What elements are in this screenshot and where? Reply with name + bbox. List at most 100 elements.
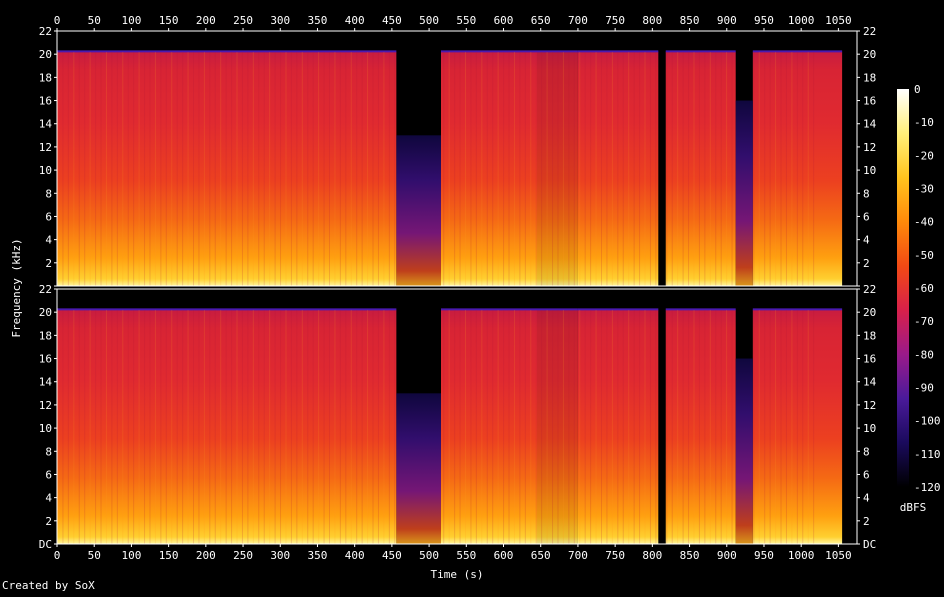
texture-streak <box>67 309 69 544</box>
x-tick-label: 100 <box>121 14 141 27</box>
texture-streak <box>214 51 216 287</box>
texture-streak <box>513 309 515 544</box>
texture-streak <box>486 309 488 544</box>
texture-streak <box>611 309 613 544</box>
x-tick-label: 350 <box>308 549 328 562</box>
texture-streak <box>764 51 766 287</box>
texture-streak <box>584 51 586 287</box>
texture-streak <box>280 51 282 287</box>
texture-streak <box>301 309 303 544</box>
x-tick-label: 50 <box>88 14 101 27</box>
segment-2-cutoff-edge <box>441 308 537 311</box>
x-tick-label: 800 <box>642 14 662 27</box>
segment-4-cutoff-edge <box>577 308 659 311</box>
y-tick-label: 18 <box>39 329 52 342</box>
texture-streak <box>601 51 602 287</box>
texture-streak <box>758 309 760 544</box>
texture-streak <box>377 309 379 544</box>
texture-streak <box>595 51 597 287</box>
segment-5 <box>665 51 736 287</box>
segment-1 <box>57 309 397 544</box>
texture-streak <box>688 51 690 287</box>
texture-streak <box>263 309 265 544</box>
texture-streak <box>775 51 777 287</box>
x-tick-label: 750 <box>605 14 625 27</box>
texture-streak <box>698 51 700 287</box>
x-tick-label: 250 <box>233 549 253 562</box>
y-tick-label: 14 <box>39 118 53 131</box>
x-tick-label: 100 <box>121 549 141 562</box>
texture-streak <box>731 51 733 287</box>
texture-streak <box>644 309 646 544</box>
texture-streak <box>252 51 254 287</box>
colorbar-tick-label: -70 <box>914 315 934 328</box>
colorbar-tick-label: -90 <box>914 382 934 395</box>
x-tick-label: 600 <box>494 549 514 562</box>
y-tick-label: 14 <box>863 118 877 131</box>
y-tick-label: 8 <box>45 187 52 200</box>
texture-streak <box>530 51 532 287</box>
texture-streak <box>280 309 282 544</box>
texture-streak <box>339 51 341 287</box>
texture-streak <box>350 51 352 287</box>
texture-streak <box>508 51 510 287</box>
texture-streak <box>519 51 521 287</box>
texture-streak <box>492 51 494 287</box>
texture-streak <box>345 51 347 287</box>
texture-streak <box>573 309 575 544</box>
segment-3 <box>537 51 578 287</box>
texture-streak <box>193 51 194 287</box>
y-tick-label: 22 <box>39 25 52 38</box>
segment-3 <box>537 309 578 544</box>
x-tick-label: 600 <box>494 14 514 27</box>
texture-streak <box>258 309 260 544</box>
texture-streak <box>693 51 695 287</box>
texture-streak <box>149 51 151 287</box>
texture-streak <box>209 309 211 544</box>
segment-1-cutoff-edge <box>57 308 397 311</box>
texture-streak <box>187 309 189 544</box>
texture-streak <box>274 51 276 287</box>
y-tick-label: 10 <box>863 422 876 435</box>
texture-streak <box>726 309 728 544</box>
texture-streak <box>116 309 118 544</box>
texture-streak <box>633 51 635 287</box>
x-tick-label: 650 <box>531 549 551 562</box>
y-tick-label: 4 <box>45 492 52 505</box>
texture-streak <box>89 309 91 544</box>
texture-streak <box>290 309 292 544</box>
y-tick-label: 10 <box>39 422 52 435</box>
texture-streak <box>339 309 341 544</box>
texture-streak <box>590 51 592 287</box>
texture-streak <box>459 51 461 287</box>
texture-streak <box>508 309 510 544</box>
texture-streak <box>611 51 613 287</box>
texture-streak <box>579 309 581 544</box>
gap-1-residue <box>396 135 441 286</box>
texture-streak <box>100 51 102 287</box>
texture-streak <box>590 309 592 544</box>
segment-5 <box>665 309 736 544</box>
texture-streak <box>802 309 804 544</box>
y-tick-label: 16 <box>863 353 876 366</box>
texture-streak <box>127 309 129 544</box>
segment-6-cutoff-edge <box>752 308 843 311</box>
texture-streak <box>138 51 140 287</box>
texture-streak <box>541 51 543 287</box>
credit-text: Created by SoX <box>2 579 95 592</box>
texture-streak <box>296 309 298 544</box>
y-tick-label: 10 <box>863 164 876 177</box>
texture-streak <box>138 309 140 544</box>
y-tick-label: 20 <box>863 306 876 319</box>
x-tick-label: 800 <box>642 549 662 562</box>
texture-streak <box>182 309 184 544</box>
x-tick-label: 500 <box>419 549 439 562</box>
texture-streak <box>769 51 771 287</box>
y-tick-label: 18 <box>39 71 52 84</box>
texture-streak <box>236 309 238 544</box>
texture-streak <box>709 51 711 287</box>
x-tick-label: 900 <box>717 14 737 27</box>
segment-6 <box>752 309 843 544</box>
texture-streak <box>171 51 173 287</box>
y-tick-label: 22 <box>39 283 52 296</box>
